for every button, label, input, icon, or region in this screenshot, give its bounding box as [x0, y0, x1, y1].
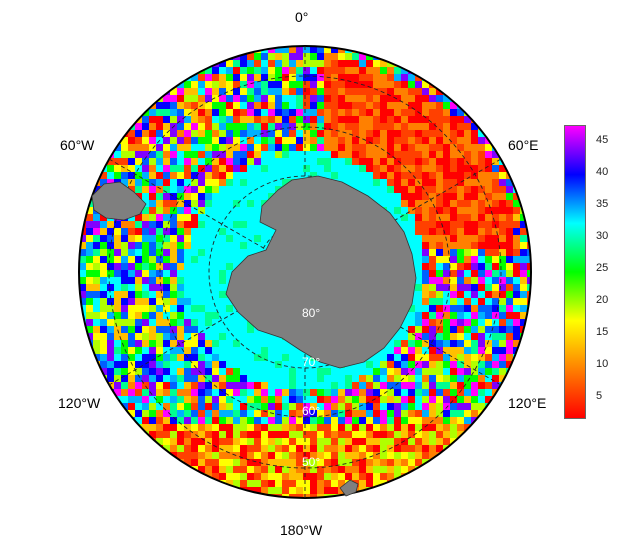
lon-label-120w: 120°W [58, 395, 101, 411]
colorbar-tick: 5 [596, 390, 603, 402]
colorbar-tick: 30 [596, 230, 609, 242]
lat-label-70: 70° [302, 355, 321, 369]
colorbar-tick: 45 [596, 134, 609, 146]
colorbar-tick: 15 [596, 326, 609, 338]
lon-label-60e: 60°E [508, 137, 539, 153]
lon-label-60w: 60°W [60, 137, 95, 153]
lat-label-80: 80° [302, 306, 321, 320]
lon-label-180w: 180°W [280, 522, 323, 538]
lat-label-60: 60° [302, 404, 321, 418]
colorbar-tick: 40 [596, 166, 609, 178]
antarctica-landmass [225, 175, 417, 369]
colorbar-tick: 35 [596, 198, 609, 210]
lon-label-120e: 120°E [508, 395, 547, 411]
colorbar-tick: 25 [596, 262, 609, 274]
colorbar [564, 125, 586, 419]
colorbar-tick: 20 [596, 294, 609, 306]
lat-label-50: 50° [302, 455, 321, 469]
new-zealand-tip [339, 479, 359, 497]
colorbar-tick: 10 [596, 358, 609, 370]
south-america-tip [91, 181, 147, 221]
lon-label-0: 0° [295, 9, 309, 25]
